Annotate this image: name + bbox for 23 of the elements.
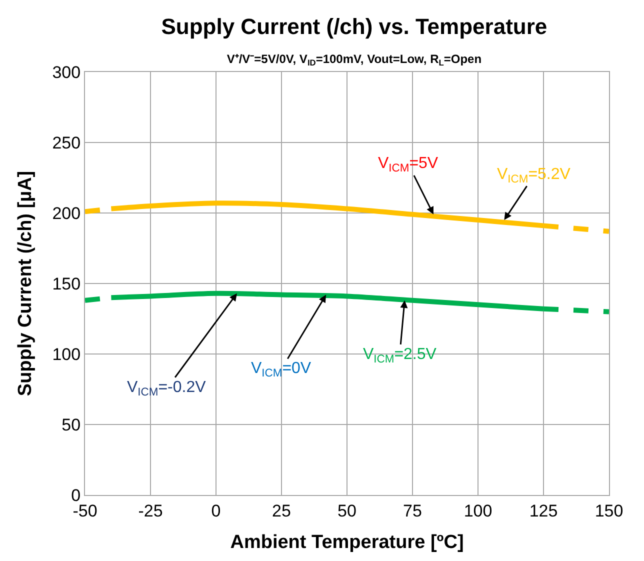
annotation: V$_{ICM}$=-0.2V [127, 379, 206, 398]
x-tick-label: 150 [594, 501, 624, 520]
annotation: V$_{ICM}$=0V [251, 360, 312, 380]
x-tick-label: 75 [403, 501, 422, 520]
y-axis-title: Supply Current (/ch) [µA] [15, 170, 36, 396]
annotation: V$_{ICM}$=2.5V [363, 346, 437, 366]
x-axis-title: Ambient Temperature [ºC] [230, 532, 464, 554]
x-tick-label: 25 [272, 501, 291, 520]
x-tick-label: 0 [211, 501, 221, 520]
chart-subtitle: V⁺/V⁻=5V/0V, V$_{ID}$=100mV, Vout=Low, R$_{L}$=Open [226, 52, 482, 68]
x-tick-label: 100 [464, 501, 492, 520]
y-tick-label: 300 [52, 62, 81, 82]
y-tick-label: 50 [62, 415, 81, 434]
annotation: V$_{ICM}$=5.2V [497, 166, 571, 186]
annotation: V$_{ICM}$=5V [378, 155, 438, 174]
x-tick-label: 50 [338, 501, 356, 520]
x-tick-label: 125 [529, 501, 558, 520]
y-tick-label: 200 [52, 204, 81, 223]
x-tick-label: -25 [138, 501, 163, 520]
y-tick-label: 250 [52, 133, 81, 152]
y-tick-label: 100 [52, 344, 81, 364]
chart-title: Supply Current (/ch) vs. Temperature [161, 14, 548, 40]
y-tick-label: 150 [52, 274, 81, 294]
